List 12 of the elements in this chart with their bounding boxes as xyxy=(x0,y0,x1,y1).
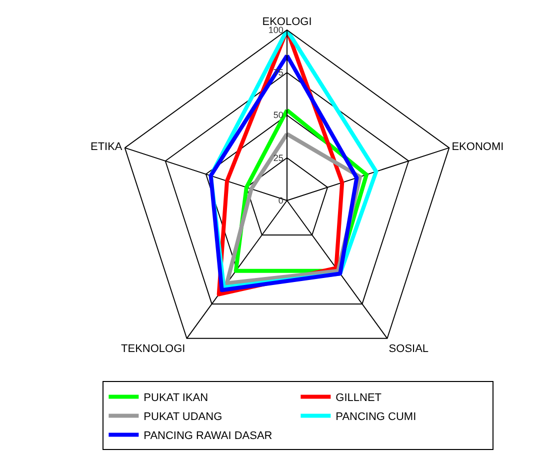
y-tick-label: 25 xyxy=(273,152,284,163)
legend-label: PANCING RAWAI DASAR xyxy=(144,430,272,442)
y-tick-label: 50 xyxy=(273,110,284,120)
legend-label: PUKAT IKAN xyxy=(144,392,208,404)
spoke-label: SOSIAL xyxy=(388,342,429,355)
y-tick-label: 100 xyxy=(268,24,284,35)
spoke-label: TEKNOLOGI xyxy=(121,342,186,355)
legend-label: PANCING CUMI xyxy=(336,411,416,424)
spoke-label: EKONOMI xyxy=(452,140,504,153)
legend-label: GILLNET xyxy=(336,392,382,404)
spoke-label: ETIKA xyxy=(90,140,123,153)
legend-label: PUKAT UDANG xyxy=(144,411,222,424)
